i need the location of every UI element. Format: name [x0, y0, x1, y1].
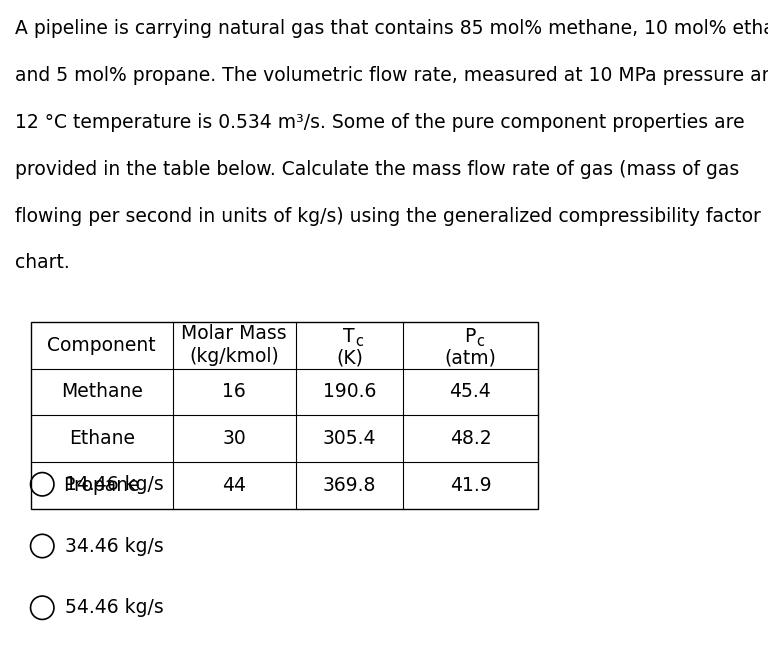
- Text: 16: 16: [223, 382, 246, 402]
- Text: Ethane: Ethane: [69, 429, 134, 448]
- Text: T: T: [343, 327, 355, 346]
- Text: 12 °C temperature is 0.534 m³/s. Some of the pure component properties are: 12 °C temperature is 0.534 m³/s. Some of…: [15, 113, 745, 132]
- Text: Component: Component: [48, 335, 156, 355]
- Text: c: c: [476, 334, 485, 350]
- Text: P: P: [464, 327, 475, 346]
- Text: 305.4: 305.4: [323, 429, 376, 448]
- Bar: [31, 322, 538, 509]
- Text: 14.46 kg/s: 14.46 kg/s: [65, 474, 164, 494]
- Text: (K): (K): [336, 348, 362, 368]
- Text: 44: 44: [222, 476, 247, 495]
- Text: Methane: Methane: [61, 382, 143, 402]
- Text: provided in the table below. Calculate the mass flow rate of gas (mass of gas: provided in the table below. Calculate t…: [15, 160, 740, 179]
- Text: A pipeline is carrying natural gas that contains 85 mol% methane, 10 mol% ethane: A pipeline is carrying natural gas that …: [15, 20, 768, 38]
- Text: 54.46 kg/s: 54.46 kg/s: [65, 598, 164, 618]
- Text: 41.9: 41.9: [449, 476, 492, 495]
- Text: 48.2: 48.2: [449, 429, 492, 448]
- Text: 45.4: 45.4: [449, 382, 492, 402]
- Text: 190.6: 190.6: [323, 382, 376, 402]
- Text: c: c: [355, 334, 362, 350]
- Text: Propane: Propane: [64, 476, 140, 495]
- Text: Molar Mass
(kg/kmol): Molar Mass (kg/kmol): [181, 324, 287, 367]
- Text: 34.46 kg/s: 34.46 kg/s: [65, 536, 164, 556]
- Text: chart.: chart.: [15, 254, 70, 272]
- Text: and 5 mol% propane. The volumetric flow rate, measured at 10 MPa pressure and: and 5 mol% propane. The volumetric flow …: [15, 66, 768, 85]
- Text: 30: 30: [223, 429, 246, 448]
- Text: flowing per second in units of kg/s) using the generalized compressibility facto: flowing per second in units of kg/s) usi…: [15, 207, 761, 226]
- Text: 369.8: 369.8: [323, 476, 376, 495]
- Text: (atm): (atm): [445, 348, 496, 368]
